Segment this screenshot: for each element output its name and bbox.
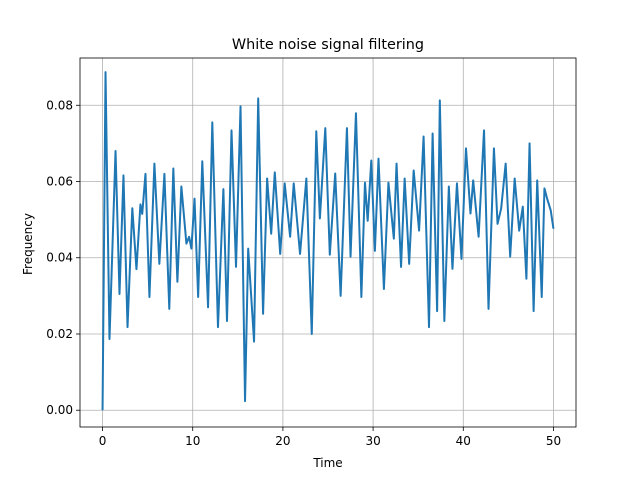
x-tick-label: 10 xyxy=(185,434,200,448)
x-tick-label: 20 xyxy=(275,434,290,448)
x-tick-label: 30 xyxy=(365,434,380,448)
x-tick-label: 50 xyxy=(546,434,561,448)
y-axis-label: Frequency xyxy=(21,213,35,275)
y-tick-label: 0.06 xyxy=(46,175,73,189)
x-tick-label: 40 xyxy=(456,434,471,448)
y-tick-label: 0.00 xyxy=(46,403,73,417)
y-tick-label: 0.08 xyxy=(46,98,73,112)
chart-title: White noise signal filtering xyxy=(232,37,424,53)
x-tick-label: 0 xyxy=(99,434,107,448)
x-axis-label: Time xyxy=(312,456,342,470)
y-tick-label: 0.02 xyxy=(46,327,73,341)
line xyxy=(101,71,555,411)
plot-frame xyxy=(79,57,577,428)
y-tick-label: 0.04 xyxy=(46,251,73,265)
